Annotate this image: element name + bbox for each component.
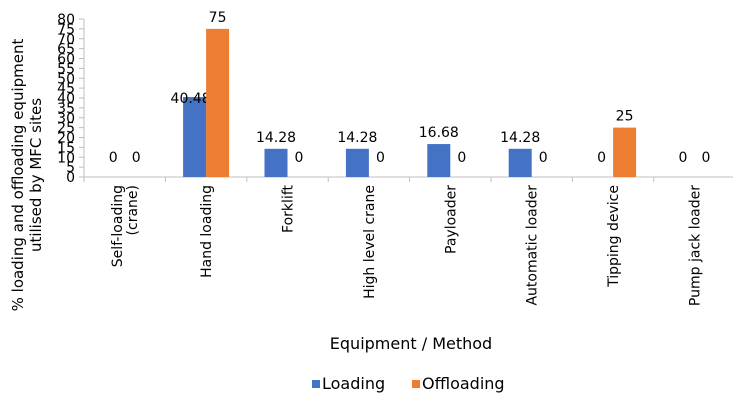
legend-label: Offloading bbox=[422, 374, 505, 393]
y-tick-label: 55 bbox=[57, 61, 75, 77]
data-label-loading: 0 bbox=[109, 150, 118, 166]
legend-swatch bbox=[312, 380, 320, 388]
x-tick-label: Payloader bbox=[443, 185, 459, 254]
x-tick-label: High level crane bbox=[362, 185, 378, 299]
bar-loading bbox=[183, 97, 207, 177]
y-tick-label: 20 bbox=[57, 131, 75, 147]
y-tick-label: 0 bbox=[66, 170, 75, 186]
data-label-loading: 40.48 bbox=[171, 91, 211, 107]
data-label-offloading: 25 bbox=[616, 109, 634, 125]
bar-loading bbox=[264, 148, 288, 177]
legend-swatch bbox=[412, 380, 420, 388]
y-tick-label: 50 bbox=[57, 71, 75, 87]
data-label-offloading: 0 bbox=[457, 150, 466, 166]
y-axis-title: utilised by MFC sites bbox=[27, 98, 45, 252]
y-tick-label: 80 bbox=[57, 12, 75, 28]
y-axis-title: % loading and offloading equipment bbox=[9, 39, 27, 312]
data-label-loading: 16.68 bbox=[419, 125, 459, 141]
x-tick-label: Pump jack loader bbox=[688, 185, 704, 306]
x-tick-label: Automatic loader bbox=[525, 185, 541, 306]
bar-loading bbox=[427, 144, 451, 177]
data-label-offloading: 0 bbox=[702, 150, 711, 166]
bar-offloading bbox=[206, 28, 230, 177]
y-tick-label: 10 bbox=[57, 150, 75, 166]
y-tick-label: 30 bbox=[57, 111, 75, 127]
data-label-offloading: 0 bbox=[132, 150, 141, 166]
y-tick-label: 40 bbox=[57, 91, 75, 107]
bar-loading bbox=[508, 148, 532, 177]
y-tick-label: 5 bbox=[66, 160, 75, 176]
x-tick-label: Hand loading bbox=[199, 185, 215, 278]
legend-label: Loading bbox=[322, 374, 385, 393]
bar-offloading bbox=[613, 127, 637, 177]
x-tick-label: Tipping device bbox=[606, 185, 622, 288]
data-label-loading: 14.28 bbox=[337, 130, 377, 146]
data-label-offloading: 0 bbox=[539, 150, 548, 166]
bar-loading bbox=[345, 148, 369, 177]
data-label-offloading: 0 bbox=[376, 150, 385, 166]
y-tick-label: 25 bbox=[57, 121, 75, 137]
data-label-loading: 14.28 bbox=[500, 130, 540, 146]
y-tick-label: 70 bbox=[57, 32, 75, 48]
data-label-offloading: 0 bbox=[295, 150, 304, 166]
y-tick-label: 15 bbox=[57, 140, 75, 156]
y-tick-label: 45 bbox=[57, 81, 75, 97]
x-tick-label: Self-loading bbox=[110, 185, 126, 267]
x-axis-title: Equipment / Method bbox=[330, 334, 492, 353]
data-label-offloading: 75 bbox=[209, 10, 227, 26]
data-label-loading: 14.28 bbox=[256, 130, 296, 146]
data-label-loading: 0 bbox=[597, 150, 606, 166]
y-tick-label: 35 bbox=[57, 101, 75, 117]
y-tick-label: 75 bbox=[57, 22, 75, 38]
data-label-loading: 0 bbox=[679, 150, 688, 166]
y-tick-label: 60 bbox=[57, 52, 75, 68]
x-tick-label: (crane) bbox=[125, 185, 141, 235]
y-tick-label: 65 bbox=[57, 42, 75, 58]
x-tick-label: Forklift bbox=[281, 184, 297, 232]
